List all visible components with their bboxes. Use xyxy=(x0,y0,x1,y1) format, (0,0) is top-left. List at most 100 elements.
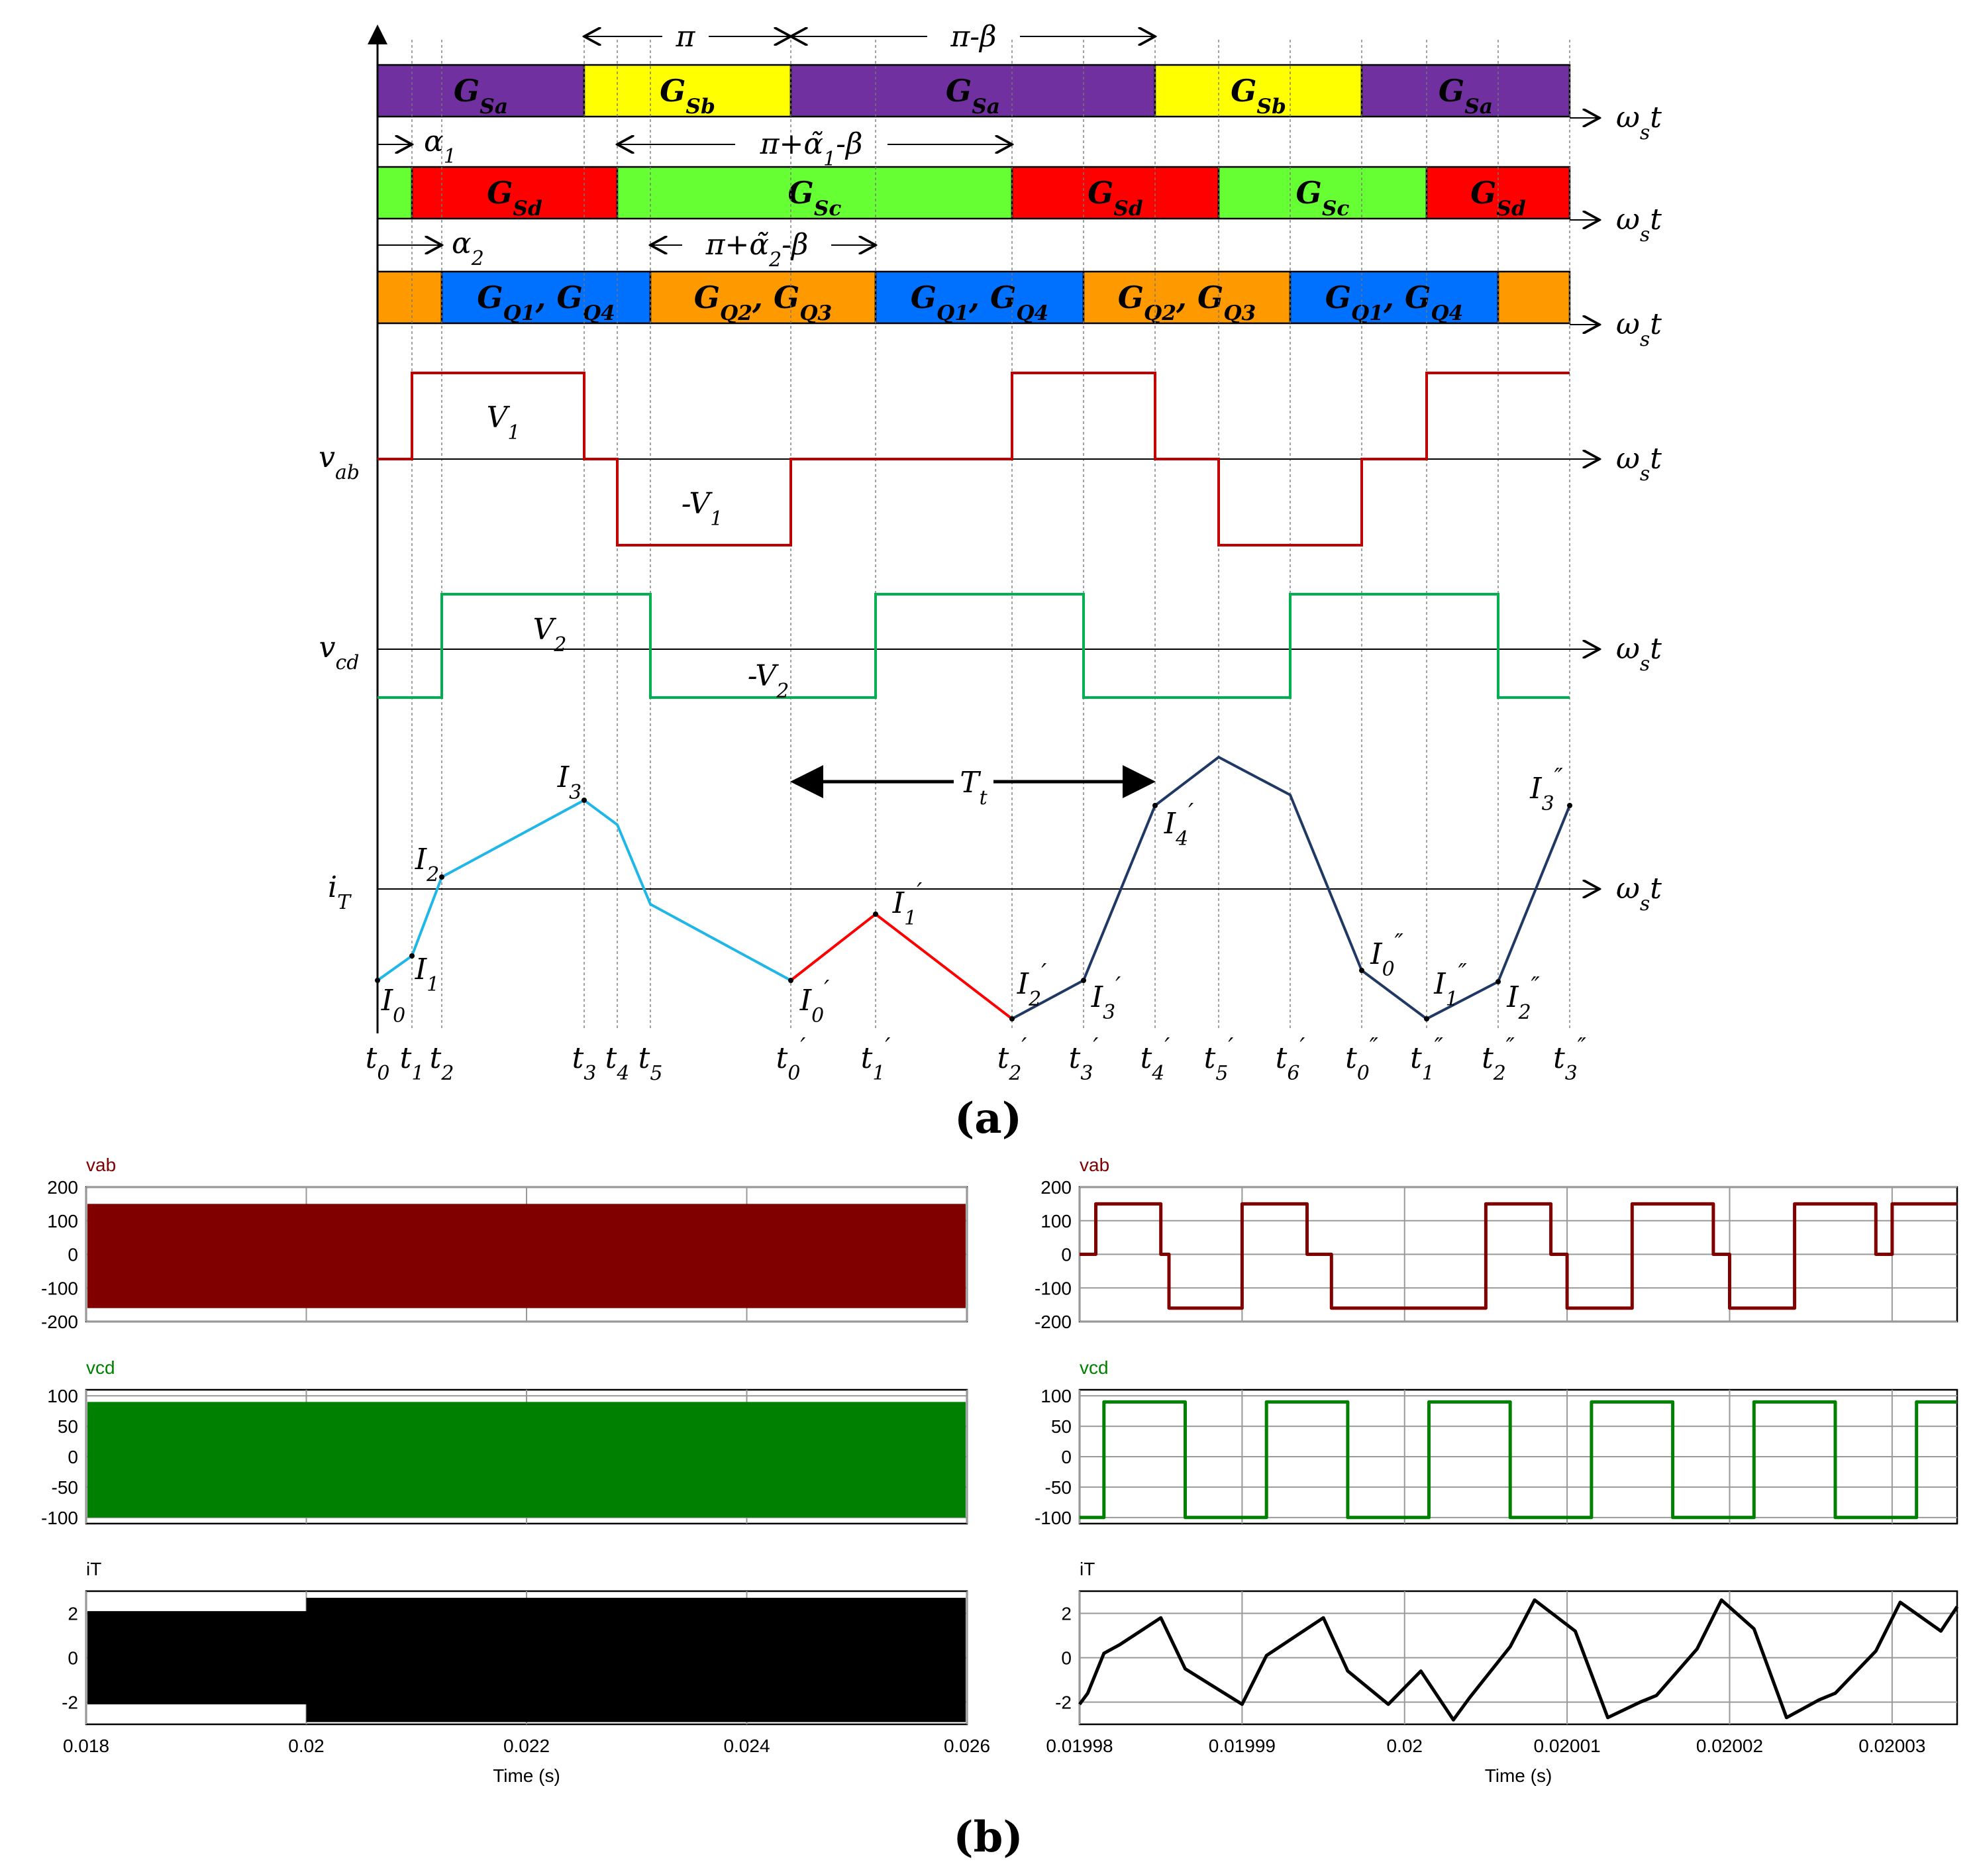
signal-label-vab-sub: ab xyxy=(335,461,360,484)
vcd-waveform xyxy=(378,593,1570,699)
panel-b-simulation-plots: 2001000-100-200vab2001000-100-200vab1005… xyxy=(41,1155,1959,1786)
signal-label-iT: iT xyxy=(328,870,352,914)
point-label-1-main: I xyxy=(415,953,428,986)
gate-sub: Q3 xyxy=(799,301,832,325)
vcd-high-label-sub: 2 xyxy=(553,633,566,656)
gate-main: G xyxy=(911,280,937,315)
iT-node-dot xyxy=(439,874,444,880)
time-label-5-sub: 5 xyxy=(650,1062,662,1085)
point-label-8-prime: ′ xyxy=(1188,799,1193,826)
iT-node-dot xyxy=(1009,1016,1015,1021)
point-label-11: I2″ xyxy=(1506,972,1540,1024)
time-label-8-prime: ′ xyxy=(1021,1033,1027,1061)
gate-sub: Q1 xyxy=(1351,301,1384,325)
time-label-5-main: t xyxy=(638,1041,650,1075)
right-plot-vcd-title: vcd xyxy=(1080,1357,1109,1378)
gate-row-a-label: GSa xyxy=(1439,73,1493,119)
time-label-4: t4 xyxy=(605,1041,630,1085)
point-label-9: I0″ xyxy=(1370,929,1403,981)
gate-main: G xyxy=(1118,280,1144,315)
gate-row-b-label: GSd xyxy=(487,175,542,221)
time-label-14-prime: ″ xyxy=(1435,1033,1443,1061)
right-plot-vab-ytick: -200 xyxy=(1035,1312,1072,1332)
tt-label-sub: t xyxy=(980,786,988,809)
gate-comma: , xyxy=(752,280,774,315)
signal-label-vcd-sub: cd xyxy=(335,651,359,674)
pi-alpha1-part: -β xyxy=(836,127,862,161)
point-label-12-sub: 3 xyxy=(1542,792,1554,815)
point-label-0: I0 xyxy=(381,984,405,1027)
time-label-9: t3′ xyxy=(1069,1033,1099,1085)
gate-row-a-label-sub: Sa xyxy=(1464,95,1493,119)
gate-row-c-label: GQ2, GQ3 xyxy=(1118,280,1256,325)
gate-comma: , xyxy=(968,280,990,315)
point-label-8-sub: 4 xyxy=(1175,827,1188,851)
right-plot-vcd-ytick: -50 xyxy=(1045,1477,1072,1498)
point-label-12-main: I xyxy=(1529,772,1543,806)
time-label-13-main: t xyxy=(1345,1041,1357,1075)
iT-node-dot xyxy=(409,953,415,959)
iT-node-dot xyxy=(788,978,793,983)
signal-label-iT-sub: T xyxy=(337,891,352,914)
time-label-4-sub: 4 xyxy=(616,1062,629,1085)
point-label-7-sub: 3 xyxy=(1103,1001,1115,1024)
time-label-6-sub: 0 xyxy=(787,1062,800,1085)
point-label-12: I3″ xyxy=(1529,764,1563,815)
gate-sub: Q4 xyxy=(1431,301,1463,325)
iT-right-trace xyxy=(1078,1598,1959,1722)
point-label-5-sub: 1 xyxy=(904,907,917,930)
gate-sub: Q4 xyxy=(1016,301,1048,325)
alpha2-label: α2 xyxy=(452,227,484,270)
vab-waveform xyxy=(378,372,1570,547)
time-label-11-main: t xyxy=(1204,1041,1216,1075)
point-label-4-prime: ′ xyxy=(824,976,829,1003)
pi-alpha1-beta-label: π+α̃1-β xyxy=(760,127,863,171)
iT-node-dot xyxy=(1081,978,1086,983)
time-label-0-main: t xyxy=(366,1041,378,1075)
point-label-8-main: I xyxy=(1164,807,1177,841)
point-label-6: I2′ xyxy=(1017,959,1046,1011)
left-plot-vcd-ytick: 100 xyxy=(47,1386,78,1406)
gate-row-b-label: GSd xyxy=(1088,175,1143,221)
gate-row-b-label-main: G xyxy=(487,175,513,211)
axis-label-wst: ωst xyxy=(1616,203,1662,246)
time-label-0-sub: 0 xyxy=(377,1062,389,1085)
time-label-10-prime: ′ xyxy=(1164,1033,1170,1061)
time-label-2: t2 xyxy=(430,1041,454,1085)
left-plot-vab-ytick: 100 xyxy=(47,1211,78,1231)
time-label-12: t6′ xyxy=(1276,1033,1305,1085)
point-label-11-main: I xyxy=(1506,980,1519,1014)
gate-row-c-segment xyxy=(1497,270,1571,325)
right-plot-vab-ytick: 200 xyxy=(1040,1177,1072,1198)
gate-main: G xyxy=(477,280,503,315)
point-label-7-prime: ′ xyxy=(1115,972,1121,1000)
gate-row-b-label-main: G xyxy=(788,175,814,211)
time-label-14-sub: 1 xyxy=(1422,1062,1435,1085)
point-label-3: I3 xyxy=(557,760,582,804)
point-label-6-prime: ′ xyxy=(1041,959,1046,986)
right-xtick: 0.01998 xyxy=(1046,1736,1113,1756)
gate-comma: , xyxy=(1176,280,1197,315)
gate-main: G xyxy=(774,280,799,315)
signal-label-vab-main: v xyxy=(319,441,335,474)
right-plot-iT-ytick: 0 xyxy=(1061,1648,1072,1669)
point-label-1-sub: 1 xyxy=(427,973,439,996)
gate-main: G xyxy=(1197,280,1223,315)
iT-node-dot xyxy=(375,978,380,983)
left-plot-vcd-title: vcd xyxy=(86,1357,115,1378)
axis-label-wst-sub: s xyxy=(1640,462,1650,486)
point-label-6-main: I xyxy=(1017,967,1030,1001)
left-xtick: 0.018 xyxy=(63,1736,109,1756)
gate-row-c-segment xyxy=(1289,270,1499,325)
vab-right-trace xyxy=(1080,1202,1957,1310)
iT-node-dot xyxy=(1359,968,1364,973)
time-label-3-main: t xyxy=(572,1041,584,1075)
iT-left-envelope-before xyxy=(87,1611,307,1704)
left-plot-vab-ytick: -100 xyxy=(41,1278,78,1298)
axis-label-wst: ωst xyxy=(1616,442,1662,486)
axis-label-t: t xyxy=(1650,442,1662,476)
iT-node-dot xyxy=(1424,1016,1429,1021)
